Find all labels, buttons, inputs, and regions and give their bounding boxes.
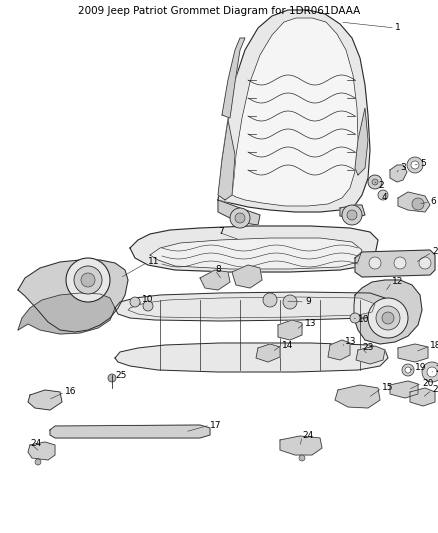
- Text: 19: 19: [415, 364, 427, 373]
- Circle shape: [130, 297, 140, 307]
- Polygon shape: [335, 385, 380, 408]
- Polygon shape: [130, 226, 378, 272]
- Text: 13: 13: [305, 319, 317, 327]
- Polygon shape: [218, 200, 260, 225]
- Circle shape: [350, 313, 360, 323]
- Text: 10: 10: [142, 295, 153, 304]
- Circle shape: [407, 157, 423, 173]
- Polygon shape: [18, 260, 128, 332]
- Circle shape: [342, 205, 362, 225]
- Text: 3: 3: [400, 164, 406, 173]
- Polygon shape: [328, 340, 350, 360]
- Circle shape: [81, 273, 95, 287]
- Circle shape: [412, 198, 424, 210]
- Polygon shape: [218, 10, 370, 212]
- Circle shape: [263, 293, 277, 307]
- Polygon shape: [50, 425, 210, 438]
- Polygon shape: [18, 293, 115, 334]
- Polygon shape: [280, 436, 322, 455]
- Polygon shape: [218, 120, 235, 200]
- Text: 11: 11: [148, 257, 159, 266]
- Text: 2: 2: [378, 181, 384, 190]
- Polygon shape: [28, 390, 62, 410]
- Polygon shape: [232, 265, 262, 288]
- Circle shape: [74, 266, 102, 294]
- Text: 22: 22: [435, 366, 438, 375]
- Circle shape: [411, 161, 419, 169]
- Text: 4: 4: [382, 193, 388, 203]
- Polygon shape: [200, 270, 230, 290]
- Circle shape: [427, 367, 437, 377]
- Polygon shape: [115, 343, 388, 372]
- Polygon shape: [232, 18, 358, 206]
- Circle shape: [108, 374, 116, 382]
- Circle shape: [382, 312, 394, 324]
- Text: 10: 10: [358, 316, 370, 325]
- Polygon shape: [398, 192, 430, 212]
- Text: 15: 15: [382, 384, 393, 392]
- Circle shape: [405, 367, 411, 373]
- Circle shape: [235, 213, 245, 223]
- Text: 20: 20: [422, 378, 433, 387]
- Circle shape: [66, 258, 110, 302]
- Polygon shape: [115, 292, 388, 321]
- Polygon shape: [128, 297, 375, 318]
- Polygon shape: [340, 205, 365, 218]
- Text: 1: 1: [395, 23, 401, 33]
- Polygon shape: [354, 280, 422, 344]
- Circle shape: [143, 301, 153, 311]
- Circle shape: [368, 298, 408, 338]
- Polygon shape: [355, 250, 435, 277]
- Circle shape: [347, 210, 357, 220]
- Polygon shape: [398, 344, 428, 362]
- Polygon shape: [390, 381, 418, 398]
- Polygon shape: [355, 108, 368, 175]
- Circle shape: [378, 190, 388, 200]
- Circle shape: [368, 175, 382, 189]
- Circle shape: [35, 459, 41, 465]
- Circle shape: [394, 257, 406, 269]
- Text: 24: 24: [302, 432, 313, 440]
- Polygon shape: [222, 38, 245, 118]
- Text: 24: 24: [30, 439, 41, 448]
- Text: 7: 7: [218, 228, 224, 237]
- Text: 21: 21: [432, 385, 438, 394]
- Text: 17: 17: [210, 421, 222, 430]
- Text: 6: 6: [430, 198, 436, 206]
- Circle shape: [283, 295, 297, 309]
- Text: 13: 13: [345, 337, 357, 346]
- Polygon shape: [150, 238, 362, 269]
- Text: 2009 Jeep Patriot Grommet Diagram for 1DR061DAAA: 2009 Jeep Patriot Grommet Diagram for 1D…: [78, 6, 360, 16]
- Text: 23: 23: [362, 343, 373, 352]
- Text: 18: 18: [430, 342, 438, 351]
- Text: 12: 12: [392, 278, 403, 287]
- Polygon shape: [278, 320, 302, 340]
- Polygon shape: [410, 388, 435, 406]
- Circle shape: [422, 362, 438, 382]
- Circle shape: [230, 208, 250, 228]
- Polygon shape: [256, 344, 280, 362]
- Text: 16: 16: [65, 387, 77, 397]
- Text: 14: 14: [282, 341, 293, 350]
- Polygon shape: [28, 442, 55, 460]
- Text: 26: 26: [432, 247, 438, 256]
- Circle shape: [419, 257, 431, 269]
- Polygon shape: [390, 165, 407, 182]
- Circle shape: [369, 257, 381, 269]
- Polygon shape: [356, 346, 385, 364]
- Text: 8: 8: [215, 265, 221, 274]
- Circle shape: [402, 364, 414, 376]
- Text: 25: 25: [115, 372, 127, 381]
- Text: 5: 5: [420, 158, 426, 167]
- Circle shape: [372, 179, 378, 185]
- Text: 9: 9: [305, 297, 311, 306]
- Circle shape: [376, 306, 400, 330]
- Circle shape: [299, 455, 305, 461]
